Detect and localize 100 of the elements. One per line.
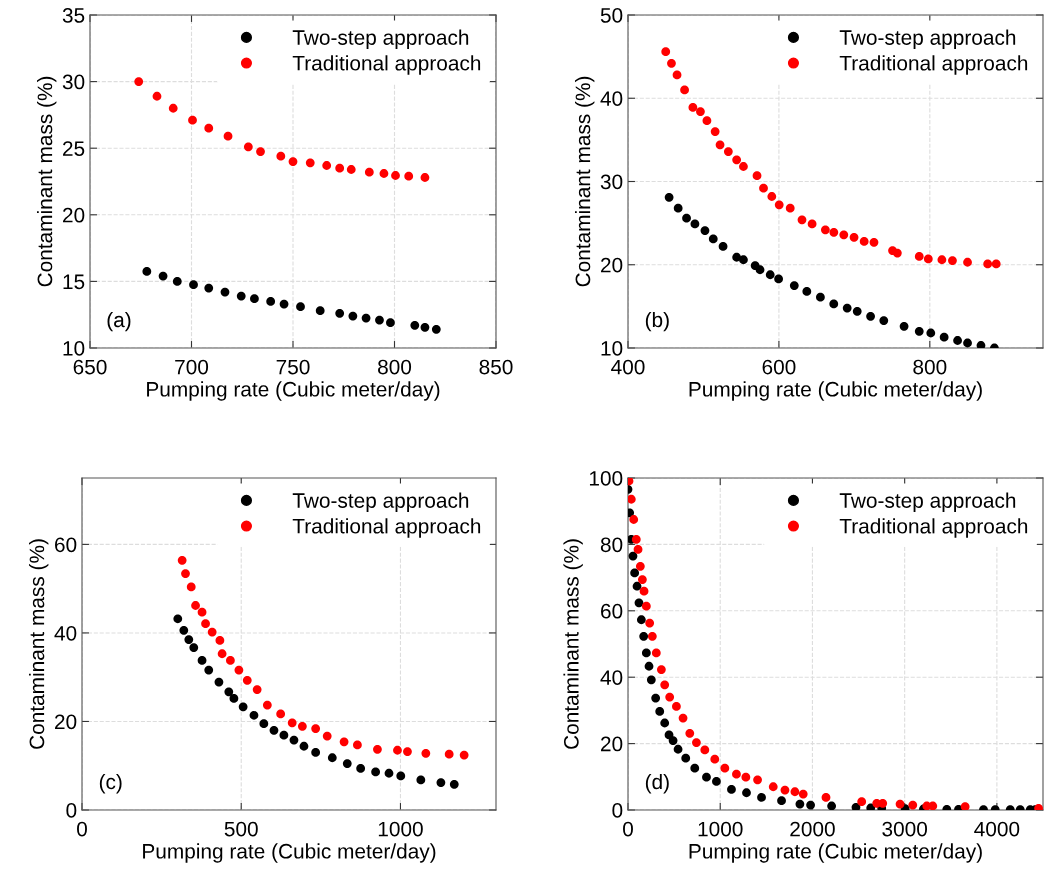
- point: [963, 338, 972, 348]
- point: [289, 735, 299, 745]
- point: [449, 779, 459, 789]
- y-tick-label: 30: [62, 74, 85, 90]
- point: [700, 745, 710, 755]
- point: [646, 675, 656, 685]
- point: [797, 215, 807, 225]
- point: [892, 248, 902, 258]
- point: [660, 718, 670, 728]
- point: [444, 749, 454, 759]
- point: [790, 787, 800, 797]
- y-tick-label: 100: [589, 471, 623, 486]
- point: [752, 171, 762, 181]
- point: [215, 636, 225, 645]
- y-tick-label: 35: [62, 8, 85, 23]
- point: [632, 581, 642, 591]
- x-tick-label: 2000: [790, 821, 835, 837]
- y-axis-title: Contaminant mass (%): [28, 539, 49, 749]
- x-tick-label: 3000: [882, 821, 928, 837]
- point: [348, 311, 358, 321]
- point: [342, 759, 352, 768]
- point: [859, 237, 869, 246]
- legend-label: Traditional approach: [839, 518, 1028, 538]
- point: [765, 270, 775, 280]
- point: [634, 598, 644, 608]
- point: [816, 292, 825, 302]
- legend-label: Traditional approach: [839, 55, 1028, 75]
- point: [420, 322, 430, 332]
- point: [685, 728, 695, 738]
- point: [690, 219, 700, 229]
- point: [928, 801, 938, 810]
- point: [700, 226, 710, 236]
- point: [948, 256, 957, 265]
- point: [224, 687, 234, 697]
- x-axis-title: Pumping rate (Cubic meter/day): [143, 843, 436, 863]
- point: [715, 140, 725, 150]
- point: [393, 745, 402, 755]
- point: [191, 601, 200, 610]
- point: [315, 306, 325, 316]
- legend-label: Traditional approach: [292, 55, 481, 75]
- point: [678, 713, 688, 723]
- x-tick-label: 850: [479, 359, 513, 375]
- point: [403, 747, 412, 756]
- point: [899, 321, 909, 331]
- point: [720, 763, 730, 773]
- point: [644, 661, 654, 671]
- point: [639, 586, 649, 596]
- point: [668, 736, 678, 745]
- x-tick-label: 750: [276, 359, 310, 375]
- x-tick-label: 800: [913, 359, 947, 375]
- point: [339, 737, 349, 747]
- annotation: (a): [107, 311, 131, 332]
- point: [821, 225, 830, 235]
- y-tick-label: 30: [600, 174, 623, 190]
- point: [923, 254, 933, 264]
- point: [774, 200, 784, 210]
- point: [798, 789, 808, 799]
- point: [346, 165, 356, 174]
- point: [364, 167, 374, 177]
- point: [223, 131, 233, 141]
- point: [269, 725, 279, 735]
- point: [755, 265, 765, 275]
- point: [829, 299, 839, 309]
- point: [296, 302, 305, 312]
- y-tick-label: 60: [601, 603, 623, 619]
- point: [189, 280, 198, 290]
- point: [656, 665, 666, 674]
- point: [335, 163, 345, 173]
- point: [311, 748, 321, 757]
- point: [937, 255, 947, 265]
- point: [630, 568, 640, 578]
- point: [322, 731, 332, 741]
- point: [866, 311, 875, 321]
- y-tick-label: 25: [63, 141, 85, 156]
- point: [672, 702, 681, 711]
- point: [639, 631, 649, 641]
- point: [983, 259, 993, 269]
- point: [723, 147, 733, 156]
- point: [960, 802, 970, 810]
- point: [637, 575, 647, 584]
- point: [311, 724, 321, 733]
- y-tick-label: 10: [63, 341, 85, 356]
- point: [188, 115, 197, 125]
- point: [655, 707, 665, 716]
- point: [322, 161, 332, 170]
- point: [732, 252, 742, 262]
- point: [667, 58, 676, 68]
- point: [421, 748, 431, 758]
- x-tick-label: 500: [224, 821, 258, 837]
- annotation: (c): [99, 773, 122, 794]
- point: [234, 665, 244, 675]
- point: [1034, 803, 1043, 810]
- point: [259, 719, 269, 729]
- point: [732, 155, 742, 165]
- x-axis-title: Pumping rate (Cubic meter/day): [689, 843, 982, 863]
- point: [914, 252, 924, 261]
- annotation: (b): [645, 311, 669, 332]
- point: [197, 655, 207, 665]
- point: [305, 158, 315, 168]
- y-tick-label: 80: [600, 537, 623, 553]
